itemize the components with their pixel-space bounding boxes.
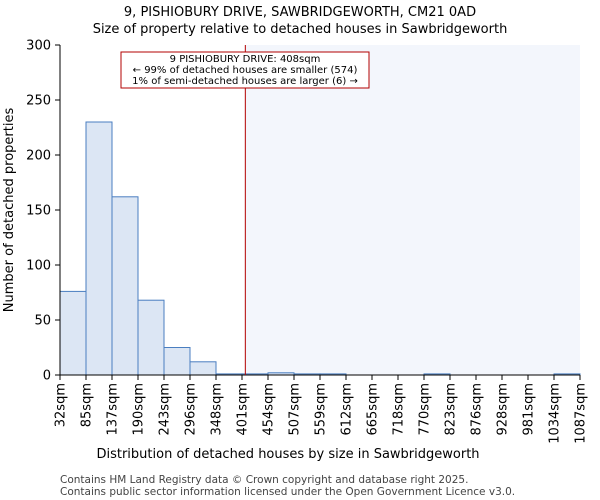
x-tick-label: 348sqm: [210, 383, 225, 436]
x-tick-label: 296sqm: [184, 383, 199, 436]
footer-line-2: Contains public sector information licen…: [60, 486, 515, 498]
x-tick-label: 665sqm: [366, 383, 381, 436]
x-tick-label: 190sqm: [132, 383, 147, 436]
x-tick-label: 454sqm: [262, 383, 277, 436]
y-tick-label: 300: [26, 39, 51, 54]
x-tick-label: 928sqm: [496, 383, 511, 436]
bar-296sqm: [189, 361, 217, 376]
x-tick-label: 876sqm: [470, 383, 485, 436]
bar-32sqm: [59, 290, 87, 376]
larger-region-shade: [245, 45, 580, 375]
annotation-box: 9 PISHIOBURY DRIVE: 408sqm ← 99% of deta…: [120, 51, 370, 89]
footer-line-1: Contains HM Land Registry data © Crown c…: [60, 474, 468, 486]
bar-243sqm: [163, 347, 191, 376]
x-axis-label: Distribution of detached houses by size …: [96, 447, 479, 462]
y-tick-label: 250: [26, 94, 51, 109]
bar-137sqm: [111, 196, 139, 376]
annotation-line-3: 1% of semi-detached houses are larger (6…: [132, 76, 358, 87]
x-tick-label: 137sqm: [106, 383, 121, 436]
bars: [59, 121, 581, 376]
y-tick-label: 100: [26, 259, 51, 274]
x-tick-label: 981sqm: [522, 383, 537, 436]
annotation-frame: [120, 51, 370, 89]
y-tick-label: 50: [34, 314, 51, 329]
x-tick-label: 559sqm: [314, 383, 329, 436]
x-tick-label: 770sqm: [418, 383, 433, 436]
chart-subtitle: Size of property relative to detached ho…: [93, 22, 508, 37]
x-tick-label: 1087sqm: [574, 383, 589, 444]
x-tick-label: 85sqm: [80, 383, 95, 427]
x-tick-label: 243sqm: [158, 383, 173, 436]
y-tick-label: 200: [26, 149, 51, 164]
x-tick-label: 718sqm: [392, 383, 407, 436]
y-axis-label: Number of detached properties: [2, 108, 17, 313]
annotation-line-2: ← 99% of detached houses are smaller (57…: [133, 65, 358, 76]
x-tick-label: 507sqm: [288, 383, 303, 436]
x-tick-label: 1034sqm: [548, 383, 563, 444]
chart-title: 9, PISHIOBURY DRIVE, SAWBRIDGEWORTH, CM2…: [124, 5, 476, 20]
y-tick-label: 150: [26, 204, 51, 219]
x-ticks: 32sqm 85sqm 137sqm 190sqm 243sqm 296sqm 348sqm…: [54, 375, 589, 444]
x-tick-label: 612sqm: [340, 383, 355, 436]
bar-85sqm: [85, 121, 113, 376]
x-tick-label: 401sqm: [236, 383, 251, 436]
y-ticks: 0 50 100 150 200 250 300: [26, 39, 60, 384]
x-tick-label: 32sqm: [54, 383, 69, 427]
x-tick-label: 823sqm: [444, 383, 459, 436]
y-tick-label: 0: [43, 369, 51, 384]
bar-190sqm: [137, 299, 165, 376]
annotation-line-1: 9 PISHIOBURY DRIVE: 408sqm: [170, 54, 321, 65]
